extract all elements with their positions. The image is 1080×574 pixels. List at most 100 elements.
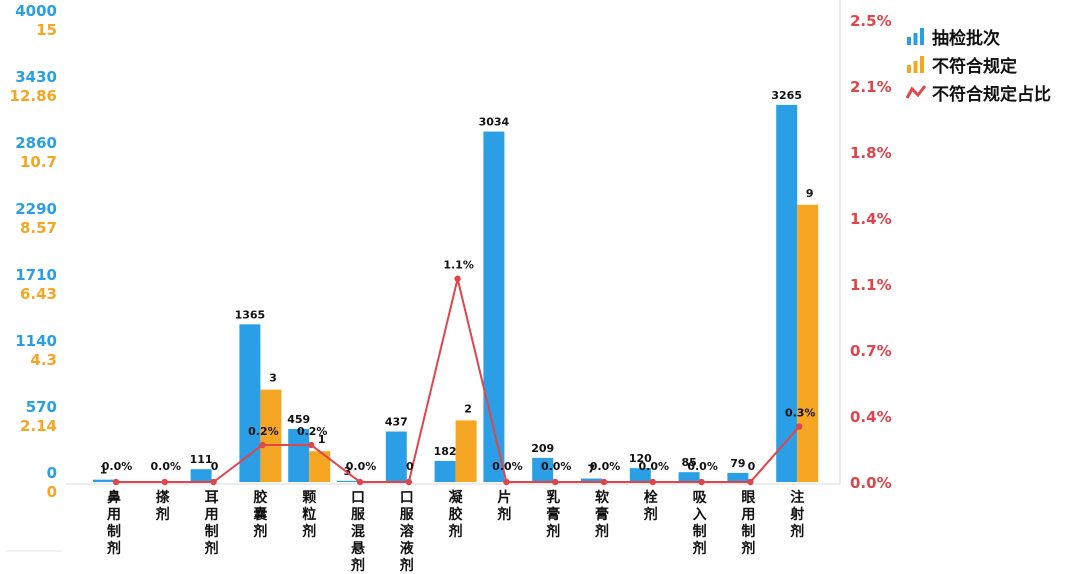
y-tick-right: 0.0% — [850, 474, 892, 492]
data-label-ratio: 0.0% — [687, 460, 718, 473]
y-tick-left-primary: 0 — [47, 464, 57, 482]
data-label-batches: 209 — [531, 442, 554, 455]
y-tick-left-primary: 1710 — [15, 266, 57, 284]
point-ratio — [649, 478, 656, 486]
data-label-noncompliant: 1 — [318, 433, 326, 446]
bar-batches — [288, 428, 310, 482]
data-label-noncompliant: 9 — [806, 187, 814, 200]
y-tick-left-primary: 1140 — [15, 332, 57, 350]
point-ratio — [600, 478, 608, 486]
category-label: 鼻用制剂 — [107, 489, 121, 557]
point-ratio — [552, 478, 559, 486]
y-tick-right: 1.1% — [850, 276, 892, 294]
point-ratio — [747, 478, 754, 486]
data-label-batches: 85 — [681, 456, 696, 469]
category-label: 胶囊剂 — [252, 489, 268, 540]
point-ratio — [405, 478, 412, 486]
point-ratio — [356, 478, 364, 486]
y-tick-left-secondary: 4.3 — [30, 351, 57, 369]
data-label-ratio: 0.0% — [102, 460, 133, 473]
legend-label-ratio: 不符合规定占比 — [932, 84, 1051, 105]
bar-noncompliant — [309, 451, 331, 482]
category-label: 栓剂 — [644, 489, 658, 523]
y-tick-left-primary: 2860 — [15, 134, 57, 152]
data-label-ratio: 0.2% — [297, 425, 328, 438]
legend-item-noncompliant: 不符合规定 — [906, 50, 1051, 78]
line-icon-red — [906, 85, 926, 99]
data-label-ratio: 0.0% — [639, 460, 670, 473]
category-label: 口服溶液剂 — [400, 490, 415, 574]
data-label-noncompliant: 2 — [464, 402, 472, 415]
y-tick-left-primary: 4000 — [15, 2, 57, 20]
data-label-ratio: 0.0% — [346, 460, 377, 473]
data-label-batches: 79 — [730, 457, 745, 470]
point-ratio — [308, 441, 315, 449]
point-ratio — [259, 441, 266, 449]
data-label-ratio: 0.0% — [492, 460, 523, 473]
legend-item-batches: 抽检批次 — [906, 22, 1051, 50]
bar-icon-orange — [907, 56, 924, 73]
data-label-ratio: 1.1% — [443, 259, 474, 272]
point-ratio — [454, 275, 461, 282]
y-tick-left-primary: 3430 — [15, 68, 57, 86]
y-tick-left-secondary: 10.7 — [20, 153, 57, 171]
point-ratio — [112, 478, 120, 486]
y-tick-left-secondary: 6.43 — [20, 285, 57, 303]
y-tick-left-secondary: 15 — [36, 21, 57, 39]
y-tick-right: 0.7% — [850, 342, 892, 360]
bar-batches — [532, 457, 554, 482]
y-tick-right: 2.5% — [850, 12, 892, 30]
y-tick-left-secondary: 8.57 — [20, 219, 57, 237]
point-ratio — [161, 478, 168, 486]
category-label: 乳膏剂 — [546, 489, 560, 540]
data-label-ratio: 0.0% — [541, 460, 572, 473]
point-ratio — [796, 423, 803, 430]
data-label-ratio: 0.2% — [248, 425, 279, 438]
data-label-batches: 1 — [100, 464, 108, 477]
bar-batches — [629, 468, 651, 482]
point-ratio — [698, 478, 705, 486]
bar-batches — [190, 469, 212, 482]
category-label: 颗粒剂 — [302, 490, 316, 540]
category-label: 耳用制剂 — [205, 490, 219, 557]
y-tick-left-secondary: 2.14 — [20, 417, 57, 435]
data-label-batches: 1365 — [235, 308, 266, 321]
data-label-noncompliant: 3 — [269, 372, 277, 385]
point-ratio — [503, 478, 510, 486]
bar-batches — [434, 460, 456, 482]
data-label-batches: 437 — [385, 416, 408, 429]
y-tick-right: 1.4% — [850, 210, 892, 228]
y-tick-right: 1.8% — [850, 144, 892, 162]
category-label: 吸入制剂 — [693, 490, 708, 557]
data-label-ratio: 0 — [748, 460, 756, 473]
data-label-batches: 182 — [434, 445, 457, 458]
category-label: 软膏剂 — [595, 489, 610, 540]
data-label-batches: 7 — [588, 463, 596, 476]
bar-batches — [776, 104, 798, 482]
bar-batches — [385, 431, 407, 482]
data-label-batches: 459 — [287, 413, 310, 426]
bar-batches — [727, 472, 749, 482]
y-tick-left-secondary: 0 — [47, 483, 57, 501]
bar-batches — [678, 472, 700, 482]
category-label: 注射剂 — [789, 489, 804, 540]
bar-noncompliant — [260, 389, 282, 482]
bar-batches — [93, 479, 114, 482]
data-label-ratio: 0 — [406, 460, 414, 473]
data-label-ratio: 0.0% — [151, 460, 182, 473]
data-label-ratio: 0.0% — [590, 460, 621, 473]
bar-batches — [581, 478, 602, 482]
legend-label-noncompliant: 不符合规定 — [932, 56, 1017, 77]
y-tick-right: 2.1% — [850, 78, 892, 96]
y-tick-left-primary: 2290 — [15, 200, 57, 218]
y-tick-left-secondary: 12.86 — [10, 87, 57, 105]
chart-legend: 抽检批次 不符合规定 不符合规定占比 — [906, 22, 1051, 106]
data-label-batches: 3034 — [479, 116, 510, 129]
data-label-ratio: 0 — [211, 460, 219, 473]
data-label-batches: 120 — [629, 452, 652, 465]
legend-item-ratio: 不符合规定占比 — [906, 78, 1051, 106]
legend-label-batches: 抽检批次 — [932, 28, 1000, 49]
bar-batches — [337, 480, 358, 482]
category-label: 片剂 — [497, 489, 511, 523]
